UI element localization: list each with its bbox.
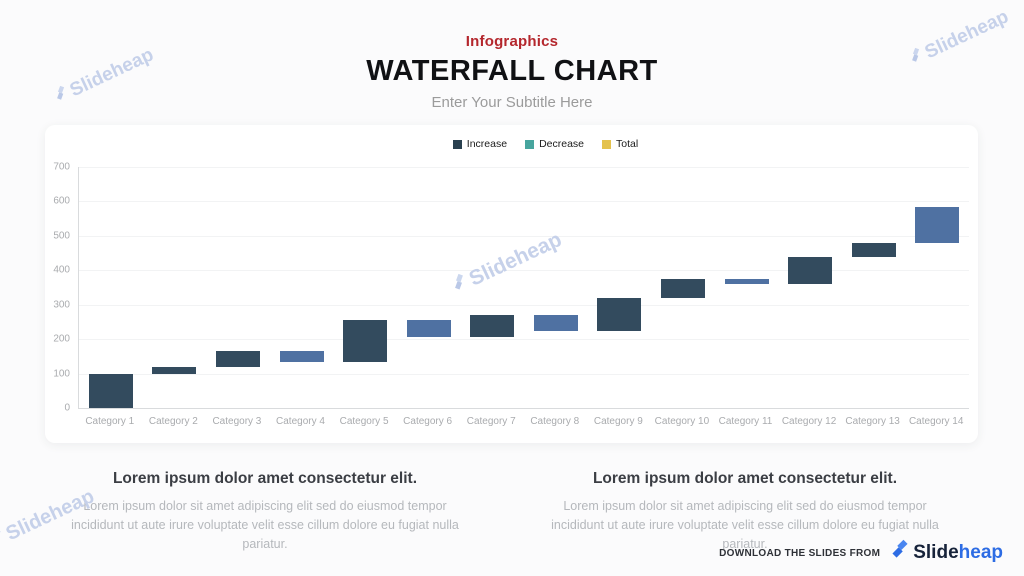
- section-body: Lorem ipsum dolor sit amet adipiscing el…: [71, 499, 459, 551]
- waterfall-bar-increase: [597, 297, 642, 331]
- waterfall-bar-increase: [851, 242, 896, 257]
- brand-text-heap: heap: [958, 542, 1003, 563]
- waterfall-bar-increase: [343, 320, 388, 362]
- y-axis-tick: 0: [64, 402, 70, 414]
- footer: DOWNLOAD THE SLIDES FROM Slideheap: [719, 539, 1003, 567]
- x-axis-label: Category 10: [654, 416, 710, 427]
- gridline: [79, 339, 969, 341]
- waterfall-bar-increase: [88, 373, 133, 408]
- waterfall-bar-increase: [660, 278, 705, 298]
- legend-item-decrease: Decrease: [525, 138, 584, 150]
- section-heading: Lorem ipsum dolor amet consectetur elit.: [112, 470, 418, 487]
- legend-swatch: [602, 139, 612, 149]
- x-axis-label: Category 9: [593, 416, 643, 427]
- chart-card: Increase Decrease Total 0 100 200 300 400 500 60…: [45, 125, 978, 443]
- brand-text-slide: Slide: [913, 542, 959, 563]
- download-cta-label: DOWNLOAD THE SLIDES FROM: [719, 547, 881, 559]
- legend-label: Increase: [466, 138, 508, 150]
- waterfall-bar-decrease: [406, 320, 451, 338]
- y-axis-tick: 600: [53, 195, 70, 207]
- y-axis-tick: 200: [53, 333, 70, 345]
- waterfall-bar-increase: [215, 351, 260, 367]
- x-axis-label: Category 3: [212, 416, 262, 427]
- x-axis-label: Category 7: [466, 416, 516, 427]
- x-axis-label: Category 2: [148, 416, 198, 427]
- legend-item-total: Total: [602, 138, 638, 150]
- x-axis-label: Category 1: [85, 416, 135, 427]
- gridline: [79, 373, 969, 375]
- text-section-left: Lorem ipsum dolor amet consectetur elit.…: [60, 470, 470, 554]
- legend-swatch: [525, 139, 535, 149]
- text-section-right: Lorem ipsum dolor amet consectetur elit.…: [540, 470, 950, 554]
- legend-label: Decrease: [539, 138, 585, 150]
- waterfall-bar-increase: [915, 206, 960, 243]
- plot-area: 0 100 200 300 400 500 600 700: [53, 162, 969, 414]
- waterfall-bar-decrease: [279, 351, 324, 362]
- eyebrow-label: Infographics: [465, 33, 559, 50]
- x-axis-label: Category 13: [845, 416, 900, 427]
- x-axis-label: Category 8: [530, 416, 580, 427]
- y-axis-tick: 300: [53, 299, 70, 311]
- y-axis-tick: 700: [53, 161, 70, 173]
- gridline: [79, 167, 969, 168]
- legend-swatch: [452, 139, 462, 149]
- x-axis-label: Category 4: [276, 416, 325, 427]
- x-axis-label: Category 6: [403, 416, 453, 427]
- page-subtitle: Enter Your Subtitle Here: [431, 94, 593, 111]
- legend-label: Total: [616, 138, 639, 150]
- gridline: [79, 304, 969, 306]
- gridline: [79, 201, 969, 203]
- x-axis-label: Category 14: [908, 416, 964, 427]
- section-heading: Lorem ipsum dolor amet consectetur elit.: [592, 470, 898, 487]
- slideheap-watermark-icon: [0, 526, 11, 554]
- gridline: [79, 270, 969, 272]
- y-axis-tick: 500: [53, 230, 70, 242]
- slideheap-logo[interactable]: Slideheap: [889, 539, 1003, 567]
- chart-legend: Increase Decrease Total: [123, 138, 968, 150]
- waterfall-bar-increase: [470, 315, 515, 338]
- x-axis-label: Category 11: [718, 416, 773, 427]
- x-axis-label: Category 12: [781, 416, 837, 427]
- waterfall-bar-decrease: [533, 315, 578, 331]
- waterfall-bar-increase: [788, 256, 833, 285]
- x-axis-label: Category 5: [339, 416, 389, 427]
- y-axis-tick: 100: [53, 368, 70, 380]
- slide-header: Infographics WATERFALL CHART Enter Your …: [0, 33, 1024, 111]
- y-axis-tick: 400: [53, 264, 70, 276]
- slideheap-logo-icon: [889, 539, 911, 567]
- waterfall-bar-increase: [152, 366, 197, 374]
- x-axis-labels: Category 1 Category 2 Category 3 Category 4…: [78, 416, 968, 430]
- page-title: WATERFALL CHART: [366, 55, 658, 87]
- waterfall-bar-decrease: [724, 278, 769, 285]
- gridline: [79, 235, 969, 237]
- section-body: Lorem ipsum dolor sit amet adipiscing el…: [551, 499, 939, 551]
- legend-item-increase: Increase: [452, 138, 508, 150]
